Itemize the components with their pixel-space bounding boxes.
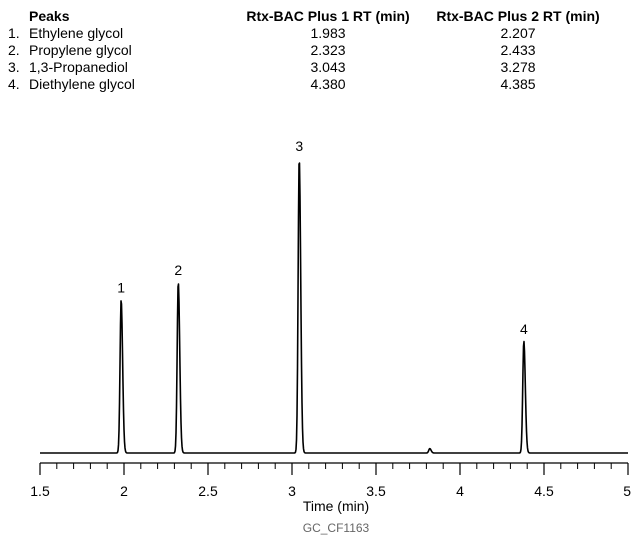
peak-number: 1. — [8, 25, 20, 41]
figure-code: GC_CF1163 — [303, 521, 370, 535]
x-tick-labels: 1.5 2 2.5 3 3.5 4 4.5 5 — [30, 483, 631, 499]
x-axis-label: Time (min) — [303, 498, 369, 514]
header-peaks: Peaks — [29, 8, 70, 24]
table-row: 4. Diethylene glycol 4.380 4.385 — [0, 76, 632, 93]
peak-name: Ethylene glycol — [29, 25, 124, 41]
header-rt2: Rtx-BAC Plus 2 RT (min) — [436, 8, 600, 24]
major-ticks — [39, 463, 629, 475]
x-tick-label: 4 — [456, 483, 464, 499]
x-tick-label: 2 — [120, 483, 128, 499]
x-tick-label: 1.5 — [30, 483, 50, 499]
peak-rt1: 2.323 — [310, 42, 346, 58]
x-tick-label: 3.5 — [366, 483, 386, 499]
table-row: 2. Propylene glycol 2.323 2.433 — [0, 42, 632, 59]
peak-label: 3 — [295, 138, 303, 154]
minor-ticks — [39, 463, 629, 469]
chromatogram-trace — [39, 162, 629, 454]
x-tick-label: 2.5 — [198, 483, 218, 499]
table-row: 3. 1,3-Propanediol 3.043 3.278 — [0, 59, 632, 76]
peak-table: Peaks Rtx-BAC Plus 1 RT (min) Rtx-BAC Pl… — [0, 8, 632, 93]
peak-rt1: 1.983 — [310, 25, 346, 41]
table-header-row: Peaks Rtx-BAC Plus 1 RT (min) Rtx-BAC Pl… — [0, 8, 632, 25]
peak-label: 4 — [520, 321, 528, 337]
peak-name: Diethylene glycol — [29, 76, 135, 92]
peak-name: 1,3-Propanediol — [29, 59, 128, 75]
peak-label: 1 — [117, 280, 125, 296]
x-tick-label: 5 — [623, 483, 631, 499]
peak-label: 2 — [174, 262, 182, 278]
peak-rt1: 3.043 — [310, 59, 346, 75]
peak-rt1: 4.380 — [310, 76, 346, 92]
peak-name: Propylene glycol — [29, 42, 132, 58]
x-tick-label: 3 — [288, 483, 296, 499]
header-rt1: Rtx-BAC Plus 1 RT (min) — [246, 8, 410, 24]
peak-rt2: 3.278 — [500, 59, 536, 75]
peak-rt2: 2.433 — [500, 42, 536, 58]
peak-labels: 1 2 3 4 — [117, 138, 528, 337]
peak-rt2: 4.385 — [500, 76, 536, 92]
peak-rt2: 2.207 — [500, 25, 536, 41]
peak-number: 3. — [8, 59, 20, 75]
peak-number: 4. — [8, 76, 20, 92]
peak-number: 2. — [8, 42, 20, 58]
table-row: 1. Ethylene glycol 1.983 2.207 — [0, 25, 632, 42]
x-tick-label: 4.5 — [534, 483, 554, 499]
